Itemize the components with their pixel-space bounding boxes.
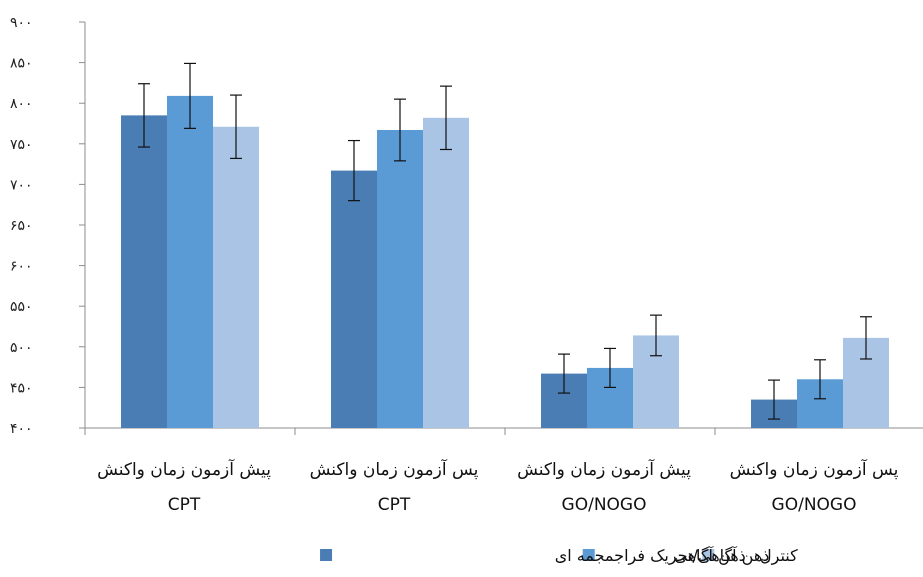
- bars: [121, 95, 889, 429]
- y-tick-label: ۹۰۰: [10, 15, 33, 31]
- category-label-line2: CPT: [168, 495, 201, 515]
- legend-label: ذهن آگاهی: [674, 546, 746, 566]
- y-tick-label: ۷۰۰: [10, 177, 33, 193]
- y-tick-label: ۶۰۰: [10, 259, 33, 275]
- y-tick-label: ۴۰۰: [10, 421, 33, 437]
- bar: [423, 117, 469, 428]
- legend-swatch: [702, 549, 715, 561]
- category-labels: پیش آزمون زمان واکنش CPT پس آزمون زمان واک…: [97, 458, 899, 515]
- bar: [377, 129, 423, 428]
- y-tick-label: ۵۰۰: [10, 340, 33, 356]
- category-label-line2: GO/NOGO: [772, 495, 857, 515]
- category-label-line1: پیش آزمون زمان واکنش: [97, 458, 271, 480]
- x-axis: [84, 427, 923, 435]
- y-axis: ۴۰۰ ۴۵۰ ۵۰۰ ۵۵۰ ۶۰۰ ۶۵۰ ۷۰۰ ۷۵۰ ۸۰۰ ۸۵۰ ۹۰۰: [10, 15, 86, 437]
- error-bars: [138, 62, 872, 420]
- legend-label: ذهن آگاهی/تحریک فراجمجمه ای: [555, 546, 770, 566]
- bar: [121, 115, 167, 428]
- y-tick-label: ۸۰۰: [10, 96, 33, 112]
- y-tick-label: ۴۵۰: [10, 380, 33, 396]
- bar: [213, 126, 259, 429]
- category-label-line1: پس آزمون زمان واکنش: [730, 458, 899, 480]
- category-label-line1: پس آزمون زمان واکنش: [310, 458, 479, 480]
- legend-label: کنترل: [760, 546, 798, 566]
- category-label-line2: GO/NOGO: [562, 495, 647, 515]
- y-tick-label: ۸۵۰: [10, 56, 33, 72]
- y-tick-label: ۷۵۰: [10, 137, 33, 153]
- y-tick-label: ۶۵۰: [10, 218, 33, 234]
- category-label-line1: پیش آزمون زمان واکنش: [517, 458, 691, 480]
- y-tick-label: ۵۵۰: [10, 299, 33, 315]
- legend-swatch: [582, 549, 595, 561]
- bar: [167, 95, 213, 428]
- category-label-line2: CPT: [378, 495, 411, 515]
- bar: [331, 170, 377, 428]
- legend-swatch: [320, 549, 333, 561]
